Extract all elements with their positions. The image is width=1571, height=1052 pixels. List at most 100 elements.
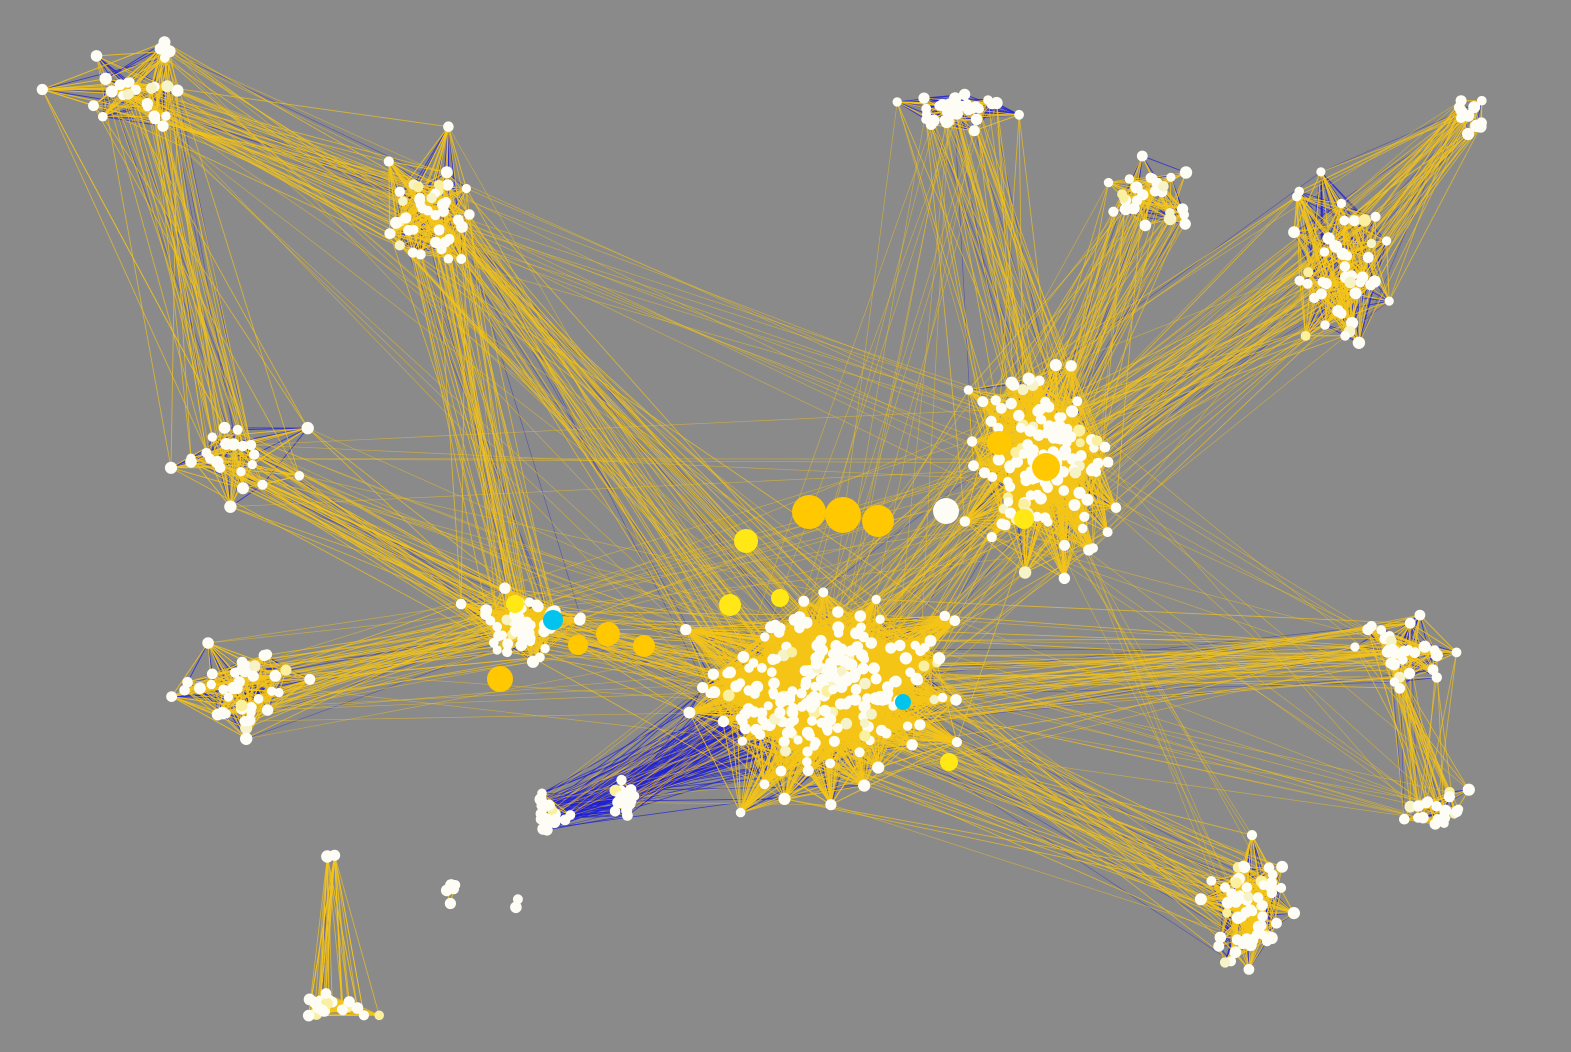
graph-node[interactable]	[1124, 174, 1135, 184]
graph-node[interactable]	[1092, 457, 1104, 469]
graph-node[interactable]	[859, 730, 871, 742]
graph-node[interactable]	[98, 111, 108, 122]
graph-node[interactable]	[977, 396, 989, 408]
graph-node[interactable]	[1075, 450, 1087, 462]
graph-node[interactable]	[1003, 497, 1014, 507]
graph-node[interactable]	[239, 715, 251, 727]
graph-node[interactable]	[1322, 232, 1335, 245]
graph-node[interactable]	[261, 649, 273, 660]
graph-node[interactable]	[992, 453, 1005, 466]
graph-node[interactable]	[535, 814, 547, 825]
graph-node[interactable]	[374, 1010, 385, 1021]
graph-node[interactable]	[1339, 215, 1350, 226]
graph-node[interactable]	[1276, 882, 1287, 893]
graph-node[interactable]	[303, 993, 316, 1006]
graph-node[interactable]	[622, 798, 635, 811]
graph-node[interactable]	[1462, 127, 1475, 141]
graph-node[interactable]	[90, 50, 103, 62]
graph-node[interactable]	[680, 624, 692, 636]
graph-node[interactable]	[793, 611, 806, 624]
graph-node[interactable]	[708, 686, 721, 699]
graph-node[interactable]	[754, 729, 766, 740]
graph-node[interactable]	[872, 761, 885, 774]
graph-node[interactable]	[218, 684, 229, 695]
graph-node[interactable]	[257, 479, 268, 490]
graph-node[interactable]	[1010, 447, 1022, 458]
graph-node[interactable]	[1059, 539, 1070, 551]
graph-node[interactable]	[403, 224, 414, 236]
graph-node[interactable]	[958, 88, 971, 101]
graph-node[interactable]	[1368, 275, 1381, 288]
graph-node[interactable]	[450, 880, 461, 890]
graph-node[interactable]	[780, 745, 791, 757]
graph-node[interactable]	[145, 82, 158, 94]
graph-node[interactable]	[990, 395, 1001, 406]
graph-node[interactable]	[857, 662, 869, 675]
graph-node[interactable]	[1110, 502, 1122, 513]
graph-node[interactable]	[737, 651, 750, 663]
graph-node[interactable]	[267, 686, 277, 696]
graph-node[interactable]	[154, 43, 167, 55]
graph-node[interactable]	[316, 1004, 329, 1017]
graph-node[interactable]	[440, 166, 453, 179]
graph-node[interactable]	[892, 97, 902, 107]
graph-node[interactable]	[843, 658, 854, 668]
graph-node[interactable]	[774, 706, 786, 719]
node-layer[interactable]	[36, 36, 1487, 1022]
graph-node[interactable]	[1320, 278, 1332, 290]
graph-node[interactable]	[832, 621, 845, 634]
graph-node[interactable]	[876, 724, 888, 737]
graph-node[interactable]	[1128, 202, 1140, 215]
graph-node[interactable]	[253, 694, 264, 704]
graph-node[interactable]	[426, 192, 437, 204]
graph-node[interactable]	[249, 449, 260, 460]
graph-node[interactable]	[166, 691, 178, 702]
graph-node[interactable]	[443, 254, 454, 264]
graph-node[interactable]	[233, 676, 245, 688]
graph-node[interactable]	[1053, 420, 1066, 432]
graph-node[interactable]	[99, 72, 112, 86]
graph-node[interactable]	[398, 196, 408, 206]
graph-node[interactable]	[1022, 372, 1035, 385]
graph-node[interactable]	[161, 80, 174, 93]
graph-node[interactable]	[1376, 625, 1387, 636]
graph-node[interactable]	[1257, 911, 1268, 922]
graph-node[interactable]	[759, 779, 770, 790]
graph-node[interactable]	[1083, 544, 1095, 556]
graph-node[interactable]	[707, 668, 719, 680]
graph-node[interactable]	[970, 113, 983, 126]
graph-node[interactable]	[433, 224, 445, 236]
graph-node[interactable]	[835, 643, 848, 656]
graph-node[interactable]	[870, 673, 882, 685]
graph-hub-node[interactable]	[487, 666, 513, 692]
graph-node[interactable]	[269, 670, 282, 682]
graph-hub-node[interactable]	[940, 753, 958, 771]
graph-node[interactable]	[1230, 877, 1242, 889]
graph-node[interactable]	[818, 587, 829, 598]
graph-node[interactable]	[771, 654, 782, 664]
graph-node[interactable]	[875, 614, 885, 624]
graph-node[interactable]	[236, 467, 246, 477]
graph-node[interactable]	[799, 665, 811, 677]
graph-hub-node[interactable]	[933, 498, 959, 524]
graph-hub-node[interactable]	[895, 694, 911, 710]
graph-node[interactable]	[510, 626, 521, 637]
graph-node[interactable]	[834, 698, 847, 710]
graph-node[interactable]	[407, 247, 418, 258]
graph-node[interactable]	[1252, 892, 1264, 903]
graph-node[interactable]	[1339, 250, 1349, 260]
graph-node[interactable]	[906, 739, 918, 751]
graph-node[interactable]	[394, 240, 405, 251]
graph-node[interactable]	[207, 432, 217, 442]
graph-node[interactable]	[737, 736, 748, 746]
graph-node[interactable]	[1166, 172, 1176, 182]
graph-node[interactable]	[868, 662, 880, 675]
graph-node[interactable]	[1263, 862, 1275, 873]
graph-node[interactable]	[502, 638, 514, 650]
graph-node[interactable]	[856, 649, 869, 662]
graph-node[interactable]	[280, 664, 292, 676]
graph-node[interactable]	[237, 482, 249, 495]
graph-node[interactable]	[1366, 621, 1377, 632]
graph-node[interactable]	[224, 500, 237, 513]
